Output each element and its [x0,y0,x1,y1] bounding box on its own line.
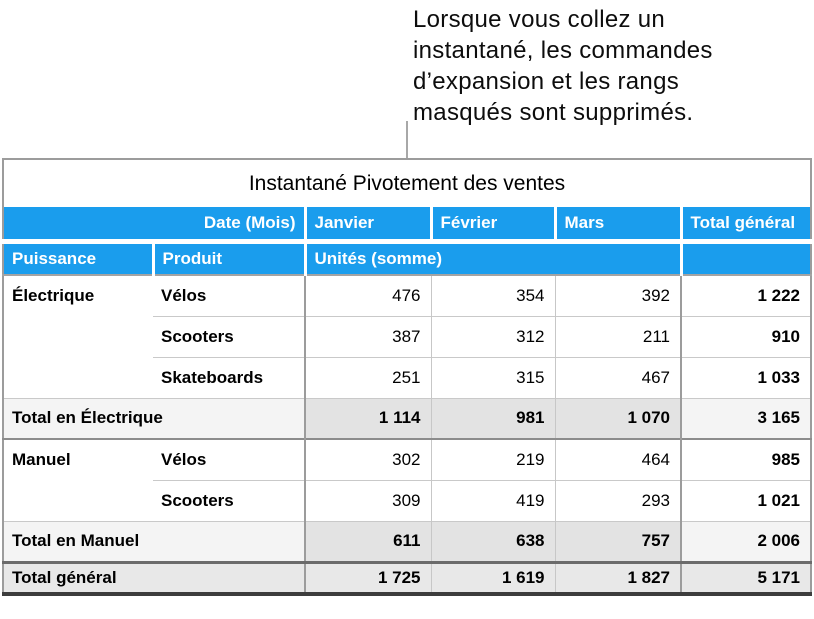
table-row: Scooters 387 312 211 910 [3,315,811,357]
table-row: Électrique Vélos 476 354 392 1 222 [3,274,811,398]
row-total-cell: 985 [680,438,811,480]
table-row: Skateboards 251 315 467 1 033 [3,356,811,398]
row-total-cell: 910 [680,315,811,357]
value-cell: 419 [430,479,555,521]
group-label: Électrique [3,274,153,398]
grand-total-cell: 1 827 [554,560,681,594]
row-total-cell: 1 033 [680,356,811,398]
pivot-table: Instantané Pivotement des ventes Date (M… [2,158,812,596]
subtotal-cell: 757 [554,520,681,562]
header-empty-cell [679,238,811,275]
subtotal-row: Total en Électrique 1 114 981 1 070 3 16… [3,397,811,439]
header-fevrier: Février [429,207,555,241]
grand-total-cell: 1 725 [304,560,431,594]
subtotal-label: Total en Électrique [3,397,305,439]
grand-total-row: Total général 1 725 1 619 1 827 5 171 [3,560,811,594]
value-cell: 354 [430,274,555,316]
value-cell: 293 [554,479,681,521]
value-cell: 464 [554,438,681,480]
value-cell: 315 [430,356,555,398]
table-title-row: Instantané Pivotement des ventes [3,159,811,207]
header-mars: Mars [553,207,681,241]
subtotal-cell: 1 070 [554,397,681,439]
header-unites-somme: Unités (somme) [303,238,681,275]
callout-leader-line [406,121,408,158]
grand-total-cell: 5 171 [680,560,811,594]
product-label: Vélos [153,438,305,480]
value-cell: 219 [430,438,555,480]
table-row: Scooters 309 419 293 1 021 [3,479,811,521]
subtotal-label: Total en Manuel [3,520,305,562]
header-row-fields: Puissance Produit Unités (somme) [3,238,811,275]
subtotal-cell: 3 165 [680,397,811,439]
header-date-mois: Date (Mois) [3,207,305,241]
row-total-cell: 1 222 [680,274,811,316]
value-cell: 467 [554,356,681,398]
header-puissance: Puissance [3,238,153,275]
product-label: Vélos [153,274,305,316]
product-label: Skateboards [153,356,305,398]
table-row: Manuel Vélos 302 219 464 985 [3,438,811,521]
subtotal-cell: 611 [304,520,431,562]
value-cell: 392 [554,274,681,316]
grand-total-label: Total général [3,560,305,594]
header-produit: Produit [151,238,305,275]
subtotal-cell: 638 [430,520,555,562]
grand-total-cell: 1 619 [430,560,555,594]
value-cell: 309 [304,479,431,521]
table-title: Instantané Pivotement des ventes [3,159,811,207]
header-janvier: Janvier [303,207,431,241]
header-row-months: Date (Mois) Janvier Février Mars Total g… [3,207,811,241]
subtotal-cell: 2 006 [680,520,811,562]
value-cell: 251 [304,356,431,398]
callout-text: Lorsque vous collez un instantané, les c… [413,6,713,126]
value-cell: 302 [304,438,431,480]
header-total-general: Total général [679,207,811,241]
value-cell: 387 [304,315,431,357]
row-total-cell: 1 021 [680,479,811,521]
value-cell: 211 [554,315,681,357]
value-cell: 312 [430,315,555,357]
product-label: Scooters [153,479,305,521]
value-cell: 476 [304,274,431,316]
product-label: Scooters [153,315,305,357]
subtotal-row: Total en Manuel 611 638 757 2 006 [3,520,811,562]
subtotal-cell: 981 [430,397,555,439]
group-label: Manuel [3,438,153,521]
subtotal-cell: 1 114 [304,397,431,439]
